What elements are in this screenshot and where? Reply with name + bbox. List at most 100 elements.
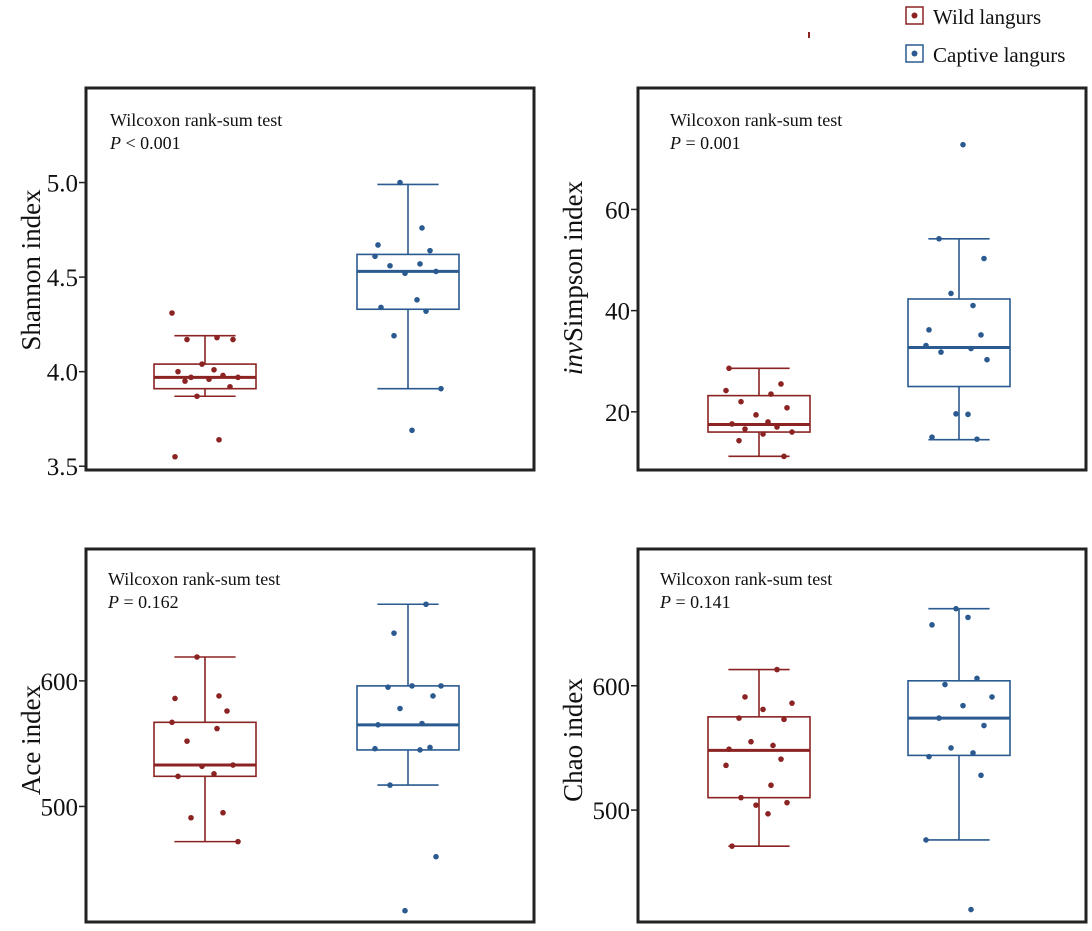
panel-chao-wild-point bbox=[765, 811, 771, 817]
panel-ace-p-symbol: P bbox=[107, 592, 119, 612]
panel-ace-p-text: = 0.162 bbox=[119, 592, 179, 612]
panel-invsimpson-ylabel-italic: inv bbox=[558, 342, 588, 375]
panel-shannon-wild-point bbox=[227, 383, 233, 390]
panel-chao-ticks: 500 600 bbox=[593, 674, 638, 825]
panel-shannon-tick-label: 4.0 bbox=[47, 360, 78, 387]
panel-chao-ylabel-text: Chao index bbox=[558, 678, 588, 802]
panel-invsimpson-captive-point bbox=[953, 411, 959, 417]
panel-chao-tick-label: 500 bbox=[593, 798, 631, 825]
panel-ace-captive-point bbox=[375, 722, 381, 728]
panel-invsimpson-wild-box bbox=[707, 394, 811, 433]
panel-ace-wild-point bbox=[172, 695, 178, 702]
panel-shannon-wild-point bbox=[199, 361, 205, 367]
panel-ace-tick-label: 500 bbox=[41, 794, 79, 821]
panel-chao-captive-point bbox=[942, 681, 948, 688]
panel-invsimpson-captive-point bbox=[929, 434, 935, 440]
panel-ace-wild-boxplot bbox=[153, 654, 257, 845]
panel-shannon-wild-point bbox=[188, 374, 194, 381]
panel-invsimpson-wild-point bbox=[760, 431, 766, 437]
panel-chao-captive-point bbox=[929, 622, 935, 628]
panel-shannon-captive-point bbox=[372, 253, 378, 260]
panel-invsimpson-p-text: = 0.001 bbox=[681, 133, 741, 153]
panel-shannon-wild-boxplot bbox=[153, 310, 257, 460]
panel-chao-captive-point bbox=[923, 837, 929, 843]
panel-invsimpson-captive-point bbox=[948, 290, 954, 297]
panel-invsimpson-captive-point bbox=[923, 342, 929, 349]
panel-ace-wild-point bbox=[169, 719, 175, 726]
panel-shannon-tick-label: 3.5 bbox=[47, 454, 78, 481]
panel-ace-ylabel: Ace index bbox=[16, 684, 46, 795]
panel-invsimpson-wild-point bbox=[729, 421, 735, 427]
panel-shannon-tick-label: 5.0 bbox=[47, 171, 78, 198]
panel-shannon-wild-point bbox=[175, 368, 181, 375]
panel-shannon-captive-boxplot bbox=[356, 179, 460, 434]
panel-invsimpson-captive-box bbox=[907, 298, 1011, 388]
panel-invsimpson-captive-point bbox=[968, 345, 974, 352]
panel-chao-wild-point bbox=[784, 799, 790, 806]
panel-chao-wild-point bbox=[760, 706, 766, 713]
panel-ace-wild-point bbox=[216, 693, 222, 699]
panel-shannon-captive-point bbox=[423, 308, 429, 314]
panel-invsimpson-frame bbox=[636, 86, 1088, 472]
panel-chao-wild-point bbox=[738, 794, 744, 801]
panel-shannon-wild-point bbox=[230, 336, 236, 343]
panel-chao-wild-point bbox=[781, 716, 787, 723]
panel-ace-wild-point bbox=[188, 814, 194, 821]
panel-shannon-wild-point bbox=[216, 436, 222, 443]
panel-chao-wild-point bbox=[789, 700, 795, 706]
panel-invsimpson-wild-point bbox=[753, 412, 759, 418]
panel-shannon-ylabel-text: Shannon index bbox=[16, 189, 46, 351]
panel-chao-captive-point bbox=[926, 753, 932, 760]
panel-chao-captive-point bbox=[978, 772, 984, 779]
panel-invsimpson-ylabel-text: Simpson index bbox=[558, 180, 588, 342]
panel-ace-captive-point bbox=[372, 745, 378, 752]
panel-invsimpson-p-value: P = 0.001 bbox=[669, 133, 741, 153]
legend-dot-wild bbox=[911, 12, 918, 19]
panel-ace-captive-point bbox=[385, 684, 391, 690]
panel-invsimpson-boxes bbox=[707, 141, 1011, 460]
panel-shannon-captive-point bbox=[433, 268, 439, 275]
panel-chao-wild-point bbox=[753, 802, 759, 808]
panel-invsimpson-captive-point bbox=[970, 302, 976, 309]
panel-ace-ylabel-text: Ace index bbox=[16, 684, 46, 795]
panel-invsimpson-wild-point bbox=[726, 365, 732, 372]
panel-shannon-p-value: P < 0.001 bbox=[109, 133, 181, 153]
panel-chao-wild-point bbox=[742, 694, 748, 700]
panel-shannon-captive-point bbox=[391, 332, 397, 339]
panel-ace-wild-point bbox=[199, 763, 205, 770]
panel-invsimpson-wild-boxplot bbox=[707, 365, 811, 460]
panel-invsimpson-tick-label: 40 bbox=[605, 299, 630, 326]
panel-shannon-wild-point bbox=[214, 334, 220, 341]
panel-ace-captive-point bbox=[438, 683, 444, 689]
panel-invsimpson-captive-point bbox=[984, 356, 990, 363]
legend: Wild langurs Captive langurs bbox=[905, 5, 1065, 67]
panel-invsimpson-captive-point bbox=[981, 255, 987, 262]
panel-chao-captive-point bbox=[948, 745, 954, 751]
panel-chao-ylabel: Chao index bbox=[558, 678, 588, 802]
panel-invsimpson-tick-label: 60 bbox=[605, 197, 630, 224]
panel-invsimpson-captive-point bbox=[965, 411, 971, 418]
panel-invsimpson-wild-point bbox=[738, 398, 744, 405]
legend-dot-captive bbox=[911, 50, 918, 57]
panel-chao-test-label: Wilcoxon rank-sum test bbox=[660, 569, 832, 589]
panel-shannon-ylabel: Shannon index bbox=[16, 189, 46, 351]
panel-chao-captive-point bbox=[960, 702, 966, 709]
panel-ace-captive-point bbox=[419, 720, 425, 727]
panel-ace-captive-point bbox=[409, 683, 415, 689]
panel-invsimpson-wild-point bbox=[784, 404, 790, 411]
panel-ace-boxes bbox=[153, 601, 460, 914]
panel-ace-captive-point bbox=[417, 747, 423, 753]
panel-chao-captive-point bbox=[970, 750, 976, 756]
panel-ace-captive-point bbox=[423, 601, 429, 608]
legend-item-captive: Captive langurs bbox=[905, 43, 1065, 67]
panel-chao-wild-point bbox=[778, 756, 784, 762]
panel-shannon-captive-box bbox=[356, 253, 460, 311]
panel-chao-tick-label: 600 bbox=[593, 674, 631, 701]
panel-invsimpson-wild-point bbox=[723, 387, 729, 394]
panel-ace-wild-point bbox=[184, 738, 190, 744]
panel-shannon-captive-point bbox=[375, 242, 381, 248]
panel-shannon-wild-point bbox=[194, 393, 200, 400]
panel-invsimpson-wild-point bbox=[742, 426, 748, 432]
